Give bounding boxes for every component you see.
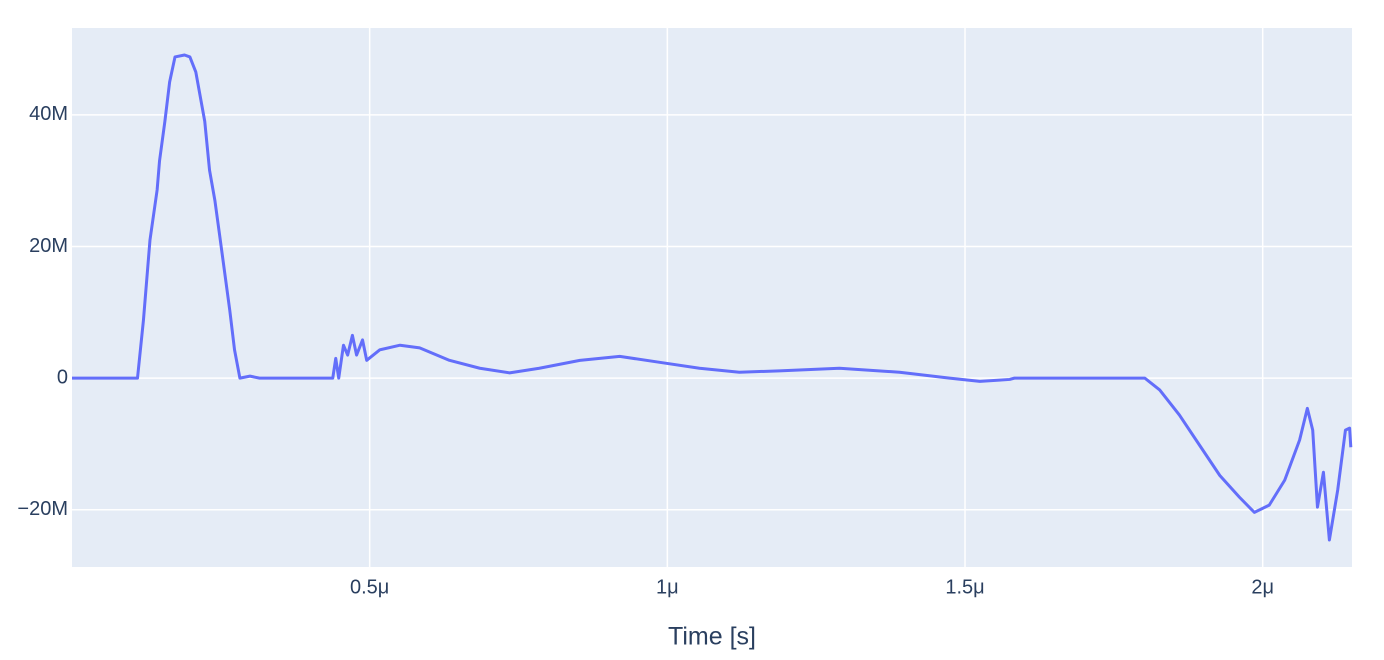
x-axis-label: Time [s] xyxy=(668,623,756,651)
data-line xyxy=(72,53,1353,542)
plot-area xyxy=(72,28,1352,567)
x-tick-label: 1μ xyxy=(656,576,679,598)
y-tick-label: 20M xyxy=(29,235,68,257)
y-tick-label: −20M xyxy=(17,498,68,520)
y-tick-label: 0 xyxy=(57,366,68,388)
y-tick-label: 40M xyxy=(29,103,68,125)
x-tick-label: 2μ xyxy=(1251,576,1274,598)
x-tick-label: 1.5μ xyxy=(945,576,984,598)
x-tick-label: 0.5μ xyxy=(350,576,389,598)
